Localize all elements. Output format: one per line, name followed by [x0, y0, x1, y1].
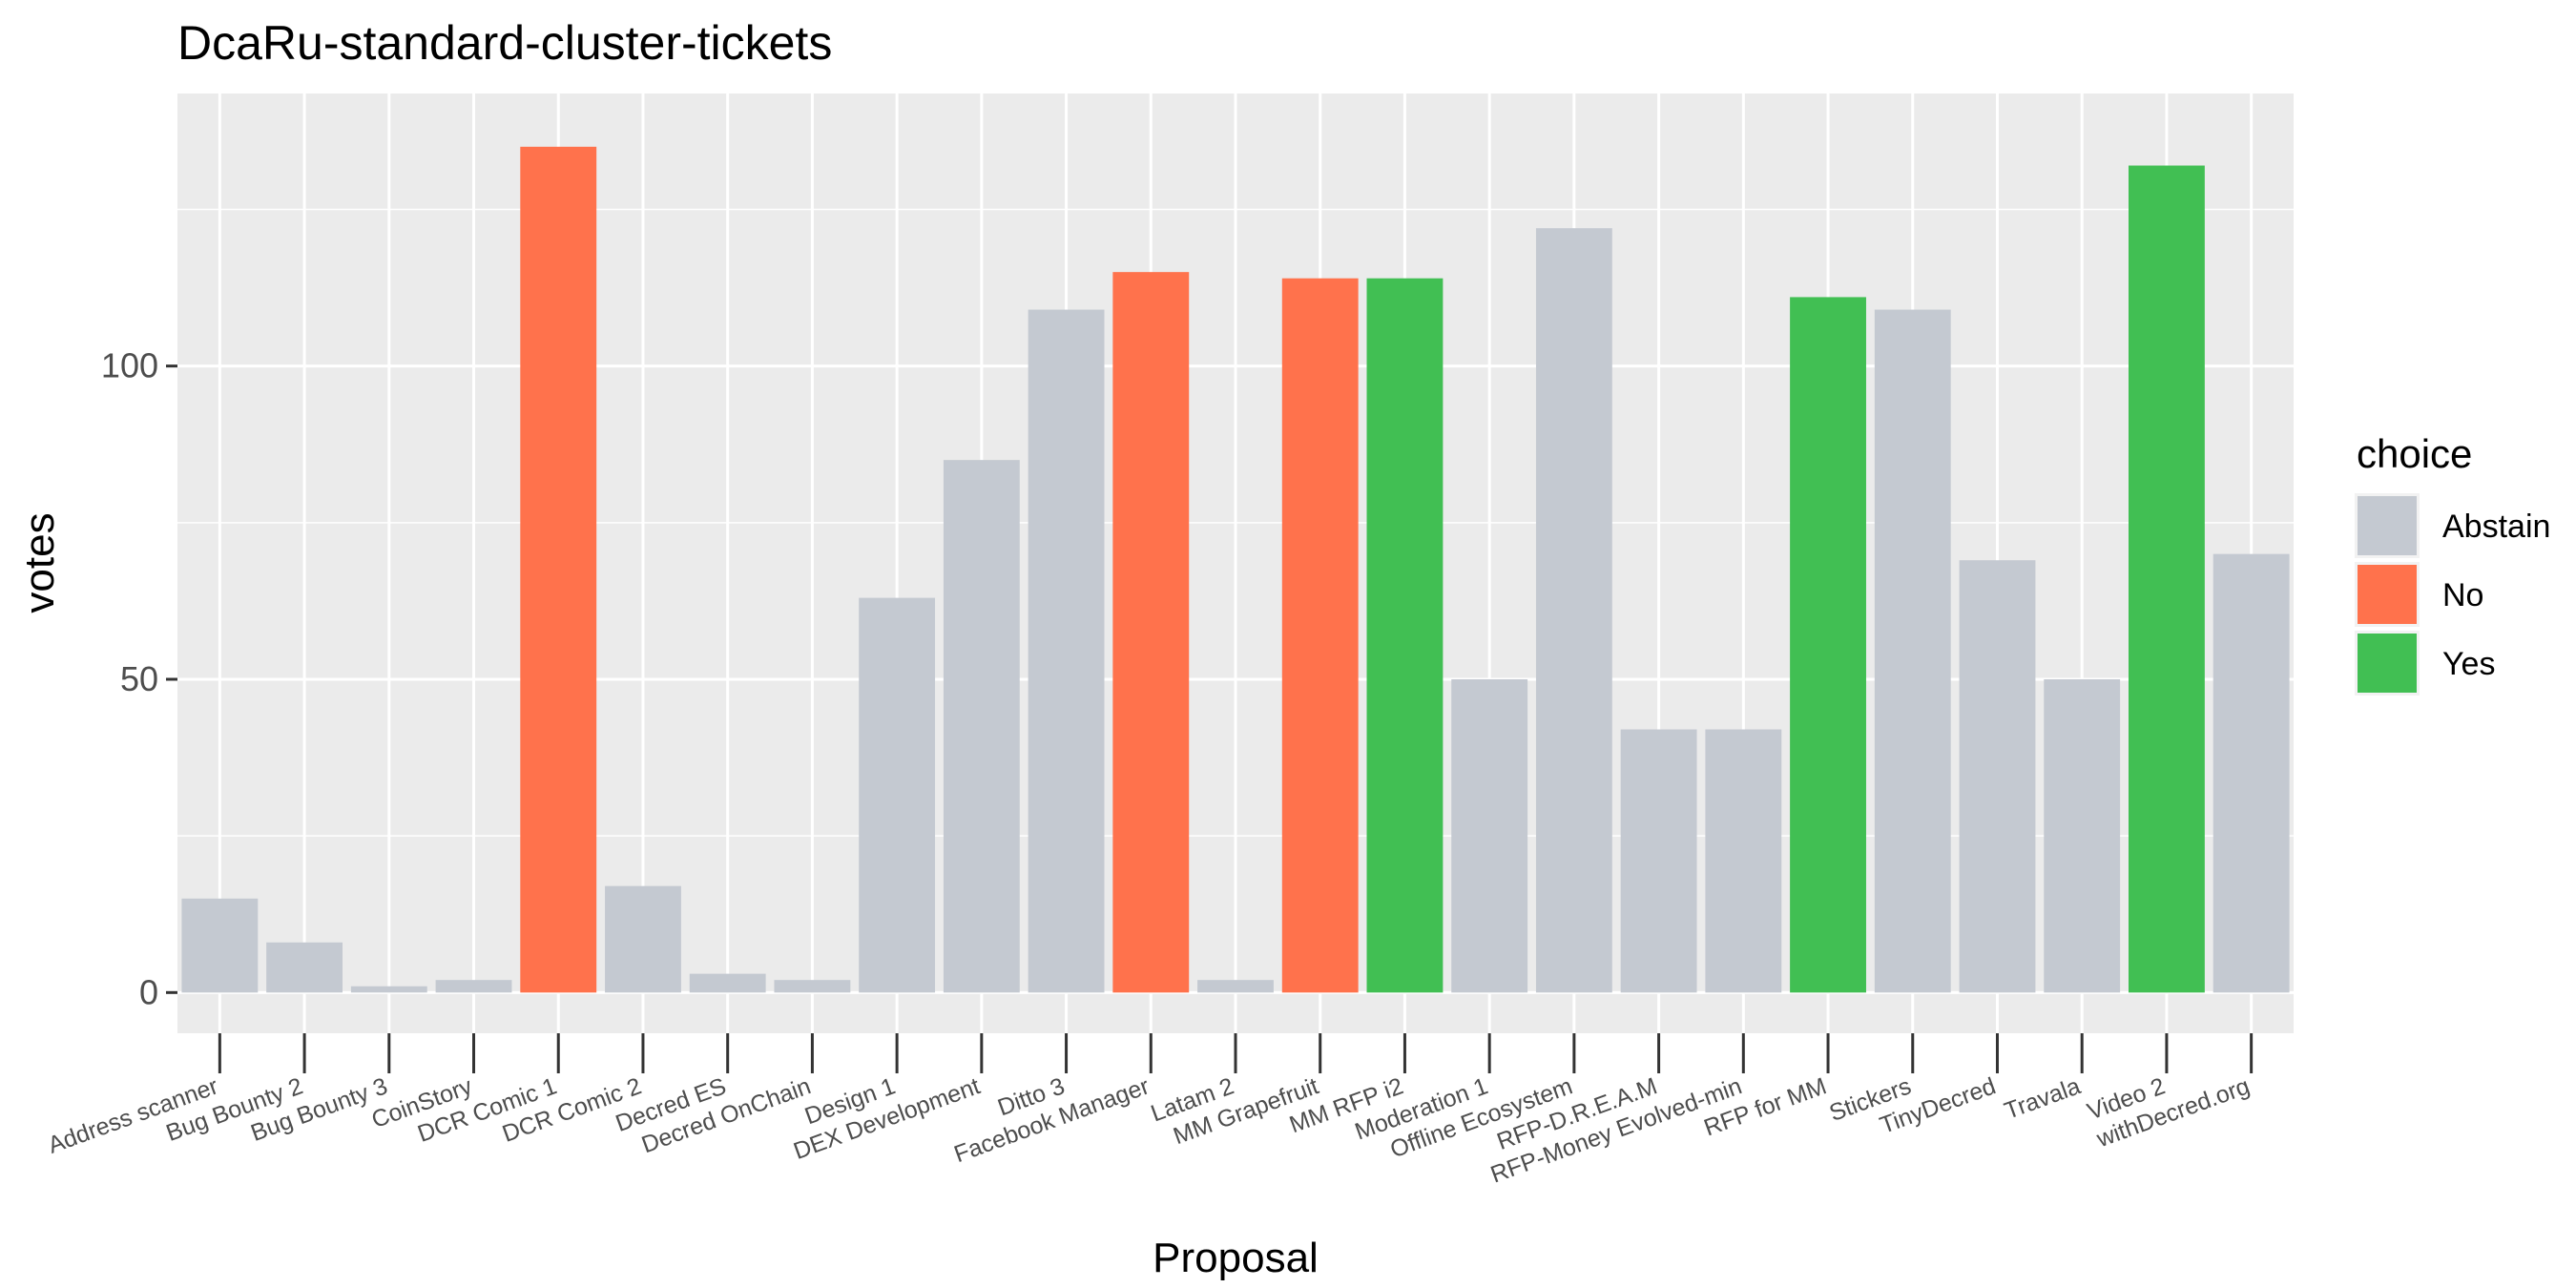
bar-25: [2212, 553, 2290, 993]
bar-13: [1197, 980, 1274, 993]
y-axis-title: votes: [16, 512, 63, 613]
bar-19: [1705, 729, 1782, 993]
bar-14: [1281, 278, 1359, 993]
y-tick-label: 50: [120, 659, 158, 698]
bar-1: [181, 898, 259, 993]
bar-4: [435, 980, 512, 993]
bars-group: [181, 146, 2290, 993]
bar-23: [2044, 678, 2121, 993]
legend-label-yes: Yes: [2442, 646, 2495, 682]
bar-11: [1028, 309, 1105, 993]
legend-swatch-yes: [2358, 634, 2417, 693]
legend: choice Abstain No Yes: [2355, 431, 2550, 696]
legend-swatch-abstain: [2358, 496, 2417, 555]
bar-16: [1451, 678, 1528, 993]
legend-swatch-no: [2358, 565, 2417, 624]
bar-8: [774, 980, 851, 993]
bar-15: [1366, 278, 1444, 993]
legend-title: choice: [2357, 431, 2472, 476]
y-tick-label: 100: [101, 346, 158, 385]
bar-17: [1535, 228, 1612, 993]
bar-12: [1112, 272, 1190, 993]
bar-22: [1959, 560, 2036, 993]
bar-21: [1874, 309, 1951, 993]
bar-18: [1620, 729, 1697, 993]
bar-2: [266, 942, 343, 993]
bar-9: [859, 597, 936, 993]
bar-3: [350, 986, 427, 993]
chart-title: DcaRu-standard-cluster-tickets: [177, 16, 832, 70]
y-axis: 0 50 100: [101, 346, 177, 1011]
bar-7: [689, 973, 766, 993]
legend-label-no: No: [2442, 577, 2483, 613]
bar-6: [605, 885, 681, 993]
bar-5: [520, 146, 597, 993]
bar-24: [2129, 165, 2205, 993]
y-tick-label: 0: [139, 972, 158, 1011]
x-tick-label: Travala: [2001, 1072, 2084, 1125]
bar-20: [1790, 297, 1866, 993]
x-axis-title: Proposal: [1153, 1235, 1319, 1281]
legend-label-abstain: Abstain: [2442, 509, 2550, 545]
bar-10: [943, 460, 1020, 993]
